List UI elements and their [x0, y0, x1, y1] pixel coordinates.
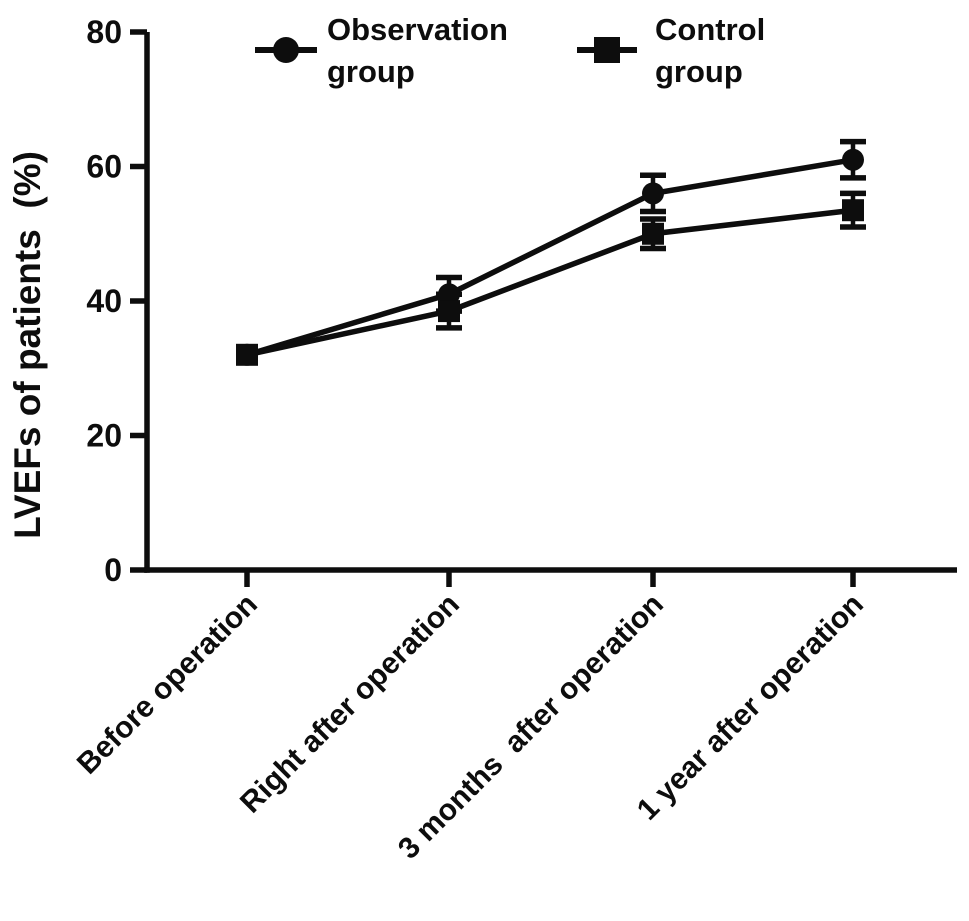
y-tick-label: 60: [86, 149, 122, 185]
square-marker-icon: [594, 37, 620, 63]
circle-marker-icon: [642, 182, 664, 205]
square-marker-icon: [642, 222, 664, 245]
legend-item: Control group: [577, 12, 765, 89]
y-tick-label: 40: [86, 283, 122, 319]
circle-marker-icon: [438, 283, 460, 306]
x-category-label: 1 year after operation: [631, 588, 870, 827]
y-tick-label: 0: [104, 552, 122, 588]
series-line: [246, 207, 854, 358]
legend: Observation group Control group: [255, 12, 765, 89]
series-lines: [246, 157, 854, 358]
circle-marker-icon: [273, 37, 299, 63]
square-marker-icon: [236, 343, 258, 366]
series-line: [246, 157, 854, 358]
series-markers: [236, 148, 864, 366]
legend-item: Observation group: [255, 12, 508, 89]
legend-label: Control group: [655, 12, 765, 89]
y-axis-title: LVEFs of patients (%): [7, 151, 48, 539]
square-marker-icon: [842, 199, 864, 222]
x-category-label: Before operation: [71, 588, 264, 781]
y-tick-label: 80: [86, 14, 122, 50]
y-tick-label: 20: [86, 418, 122, 454]
legend-label: Observation group: [327, 12, 508, 89]
circle-marker-icon: [842, 148, 864, 171]
x-category-label: Right after operation: [234, 588, 466, 820]
square-marker-icon: [438, 300, 460, 323]
